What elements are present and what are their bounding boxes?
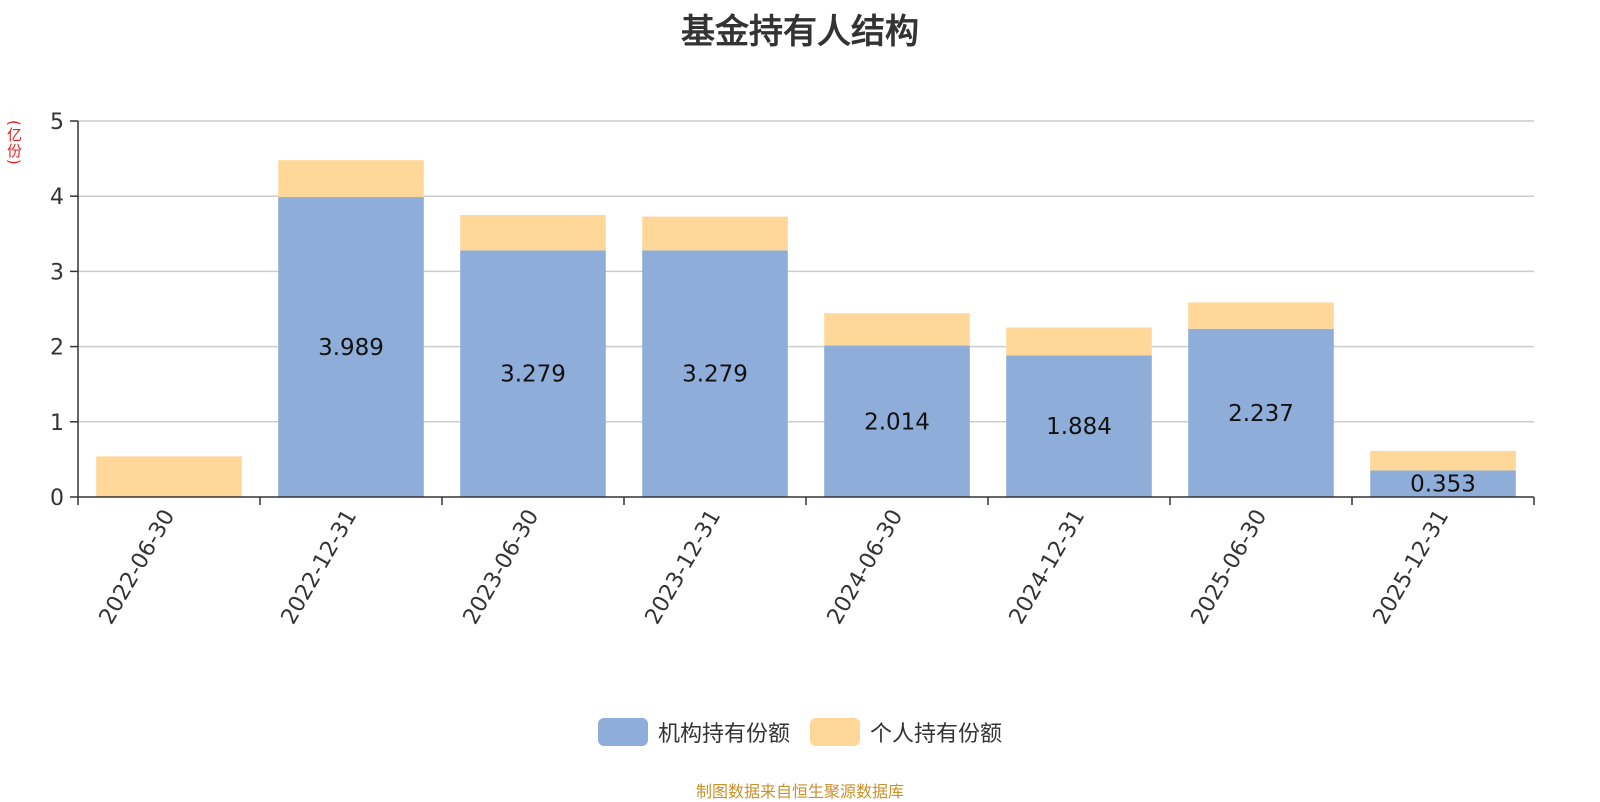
y-tick-label: 1: [50, 411, 64, 436]
bar-individual[interactable]: [460, 215, 606, 251]
legend-swatch-individual: [810, 718, 860, 746]
bar-individual[interactable]: [1188, 302, 1334, 329]
y-tick-label: 3: [50, 260, 64, 285]
x-tick-label: 2022-06-30: [95, 506, 181, 629]
y-tick-label: 0: [50, 486, 64, 511]
bar-value-label: 3.279: [500, 362, 566, 388]
legend-item-institutional[interactable]: 机构持有份额: [597, 716, 790, 748]
bar-individual[interactable]: [1370, 450, 1516, 471]
y-tick-label: 4: [50, 185, 64, 210]
bar-value-label: 3.279: [682, 362, 748, 388]
bar-institutional[interactable]: [1188, 328, 1334, 497]
legend: 机构持有份额 个人持有份额: [0, 716, 1600, 748]
unit-label: (亿份): [5, 120, 23, 166]
y-tick-label: 2: [50, 336, 64, 361]
x-tick-label: 2023-06-30: [459, 506, 545, 629]
bar-institutional[interactable]: [642, 250, 788, 497]
bar-value-label: 1.884: [1046, 414, 1112, 440]
legend-swatch-institutional: [597, 718, 648, 746]
data-labels: 3.989 3.279 3.279 2.014 1.884 2.237 0.353: [318, 335, 1476, 498]
bar-individual[interactable]: [1006, 327, 1152, 356]
bar-individual[interactable]: [824, 313, 970, 346]
legend-label-institutional: 机构持有份额: [657, 722, 790, 747]
bar-institutional[interactable]: [460, 250, 606, 497]
x-tick-label: 2025-06-30: [1187, 506, 1273, 629]
legend-label-individual: 个人持有份额: [870, 722, 1003, 747]
bar-value-label: 0.353: [1410, 472, 1476, 498]
x-tick-label: 2025-12-31: [1369, 506, 1455, 629]
bars: [96, 160, 1516, 497]
bar-institutional[interactable]: [824, 345, 970, 497]
data-source-note: 制图数据来自恒生聚源数据库: [695, 782, 904, 801]
legend-item-individual[interactable]: 个人持有份额: [810, 716, 1002, 748]
bar-institutional[interactable]: [1006, 355, 1152, 497]
bar-individual[interactable]: [96, 456, 242, 497]
bar-individual[interactable]: [278, 160, 424, 198]
x-tick-label: 2024-12-31: [1005, 506, 1091, 629]
bar-value-label: 2.237: [1228, 401, 1294, 427]
y-tick-label: 5: [50, 110, 64, 135]
bar-institutional[interactable]: [1370, 470, 1516, 497]
x-tick-label: 2023-12-31: [641, 506, 727, 629]
x-tick-label: 2022-12-31: [277, 506, 363, 629]
x-tick-label: 2024-06-30: [823, 506, 909, 629]
bar-individual[interactable]: [642, 216, 788, 251]
bar-value-label: 3.989: [318, 335, 384, 361]
chart-title: 基金持有人结构: [681, 12, 919, 52]
bar-institutional[interactable]: [278, 197, 424, 497]
bar-value-label: 2.014: [864, 409, 930, 435]
